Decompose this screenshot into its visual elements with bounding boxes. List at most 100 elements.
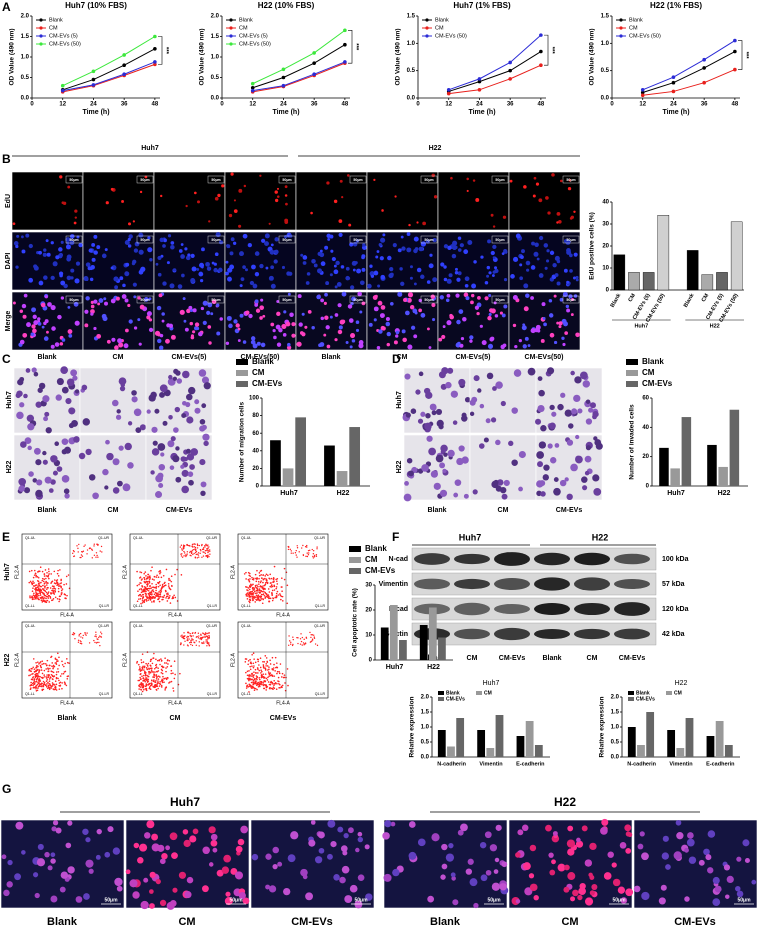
event	[98, 636, 100, 639]
cell	[291, 333, 296, 338]
event	[31, 682, 34, 685]
cell	[272, 846, 280, 854]
legend-label: Blank	[629, 17, 643, 23]
cell	[466, 177, 469, 181]
cell	[67, 306, 71, 309]
cell	[117, 338, 123, 344]
event	[35, 591, 37, 593]
cell	[33, 265, 39, 271]
event	[47, 676, 50, 678]
event	[248, 588, 251, 591]
cell	[439, 295, 444, 300]
event	[162, 666, 165, 668]
point	[281, 67, 286, 72]
x-tick-label: 48	[152, 102, 159, 108]
cell	[98, 298, 104, 303]
cell	[76, 235, 80, 239]
event	[269, 681, 272, 684]
cell	[571, 408, 578, 415]
event	[187, 639, 189, 642]
cell	[60, 280, 66, 286]
event	[64, 682, 66, 684]
cell	[393, 340, 398, 345]
cell	[515, 233, 521, 239]
cell	[300, 253, 304, 257]
scale-bar-box	[207, 175, 225, 184]
cell	[120, 382, 126, 388]
scale-bar: 50μm	[487, 897, 501, 903]
y-tick-label: 1.0	[611, 725, 620, 731]
cell	[607, 851, 614, 858]
event	[307, 549, 310, 552]
band	[454, 628, 490, 640]
micrograph	[535, 367, 603, 434]
event	[300, 640, 303, 643]
cell	[182, 297, 186, 301]
cell	[440, 262, 445, 267]
event	[189, 642, 191, 644]
cell	[425, 239, 430, 244]
event	[209, 550, 211, 553]
cell	[19, 339, 25, 345]
cell	[409, 276, 413, 280]
event	[150, 587, 152, 590]
event	[272, 597, 274, 599]
cell	[26, 414, 35, 422]
cell	[198, 271, 204, 277]
event	[256, 667, 259, 670]
event	[252, 589, 255, 591]
event	[208, 637, 211, 639]
event	[52, 664, 55, 667]
event	[258, 589, 261, 592]
event	[82, 550, 85, 552]
event	[57, 587, 60, 590]
cell	[611, 862, 617, 868]
cell	[233, 199, 236, 202]
event	[258, 572, 261, 574]
event	[179, 546, 182, 548]
cell	[139, 190, 143, 194]
cell	[218, 267, 223, 273]
event	[253, 592, 255, 594]
cell	[118, 445, 124, 451]
y-axis-label: OD Value (490 nm)	[199, 28, 206, 85]
cell	[158, 482, 164, 489]
event	[183, 545, 186, 547]
cell	[65, 397, 72, 405]
cell	[33, 872, 39, 878]
cell	[138, 249, 144, 255]
cell	[124, 442, 132, 451]
cell	[574, 376, 582, 384]
band	[494, 627, 530, 641]
cell	[633, 885, 641, 893]
event	[304, 643, 307, 645]
cell	[157, 255, 162, 261]
cell	[147, 247, 153, 253]
event	[146, 580, 149, 583]
event	[153, 674, 155, 677]
event	[144, 581, 146, 584]
cell	[268, 885, 277, 893]
cell	[536, 329, 541, 333]
event	[80, 641, 82, 643]
cell	[567, 848, 575, 856]
cell	[484, 296, 489, 301]
cell	[192, 828, 199, 835]
cell	[68, 407, 76, 415]
event	[308, 552, 310, 554]
column-label: Blank	[47, 916, 78, 928]
event	[152, 589, 154, 591]
cell	[180, 456, 187, 462]
scale-bar: 50μm	[495, 178, 504, 182]
row-label: H22	[396, 460, 403, 473]
cell	[132, 282, 137, 287]
y-tick-label: 0.5	[601, 68, 610, 74]
cell	[155, 262, 159, 266]
cell	[575, 455, 583, 464]
event	[159, 591, 162, 594]
legend-label: CM-EVs	[365, 566, 396, 575]
cell	[182, 829, 189, 835]
cell	[208, 826, 216, 834]
cell	[274, 190, 278, 194]
cell	[219, 240, 224, 245]
